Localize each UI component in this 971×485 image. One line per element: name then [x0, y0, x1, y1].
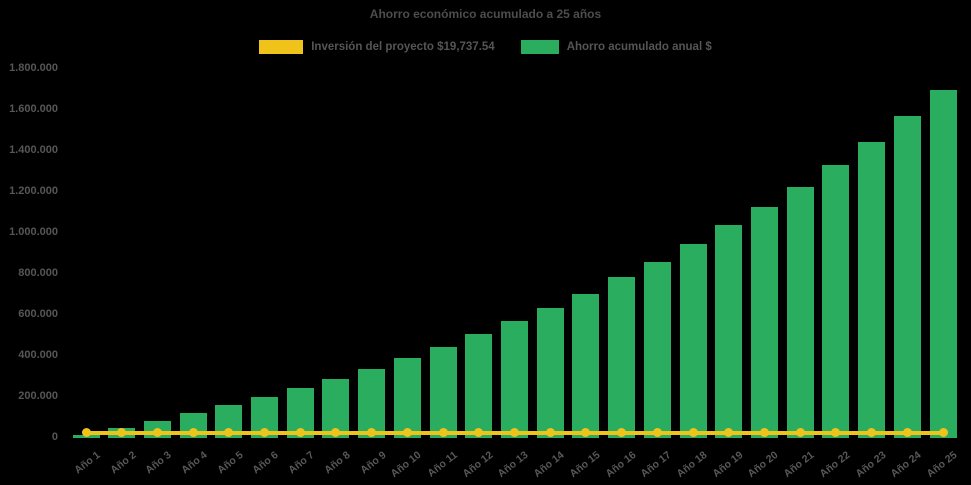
savings-bar — [501, 321, 528, 438]
investment-point-marker — [331, 428, 341, 438]
investment-point-marker — [295, 428, 305, 438]
x-axis-tick-label: Año 13 — [495, 449, 531, 481]
savings-bar — [608, 277, 636, 438]
savings-bar — [322, 378, 350, 438]
savings-bar — [429, 346, 457, 438]
savings-bar — [822, 164, 850, 438]
investment-point-marker — [510, 428, 519, 438]
x-axis-tick-label: Año 22 — [817, 449, 853, 481]
savings-bar — [715, 225, 743, 438]
x-axis-tick-label: Año 10 — [388, 449, 424, 481]
investment-point-marker — [867, 428, 877, 438]
investment-point-marker — [188, 428, 198, 438]
investment-point-marker — [152, 428, 162, 438]
investment-point-marker — [474, 428, 484, 438]
investment-point-marker — [617, 428, 627, 438]
investment-point-marker — [224, 428, 234, 438]
investment-point-marker — [795, 428, 805, 438]
investment-point-marker — [260, 428, 270, 438]
savings-bar — [893, 116, 921, 438]
x-axis-tick-label: Año 2 — [107, 449, 139, 477]
savings-bar — [679, 244, 707, 438]
y-axis-tick-label: 0 — [51, 431, 58, 443]
legend-item-savings[interactable]: Ahorro acumulado anual $ — [520, 40, 712, 54]
investment-point-marker — [545, 428, 555, 438]
investment-point-marker — [581, 428, 591, 438]
investment-point-marker — [402, 428, 412, 438]
y-axis-tick-label: 1.400.000 — [9, 144, 58, 156]
x-axis-tick-label: Año 7 — [286, 449, 317, 477]
investment-point-marker — [724, 428, 734, 438]
investment-point-marker — [117, 428, 127, 438]
savings-bar — [786, 186, 814, 438]
x-axis-tick-label: Año 6 — [250, 449, 281, 477]
x-axis-tick-label: Año 17 — [638, 449, 674, 481]
investment-point-marker — [438, 428, 448, 438]
investment-swatch-icon — [259, 40, 304, 54]
legend-item-investment[interactable]: Inversión del proyecto $19,737.54 — [259, 40, 495, 54]
savings-bar — [750, 206, 778, 438]
savings-bar — [465, 333, 493, 438]
savings-swatch-icon — [520, 40, 559, 54]
x-axis-tick-label: Año 3 — [143, 449, 174, 477]
savings-bar — [572, 293, 600, 438]
x-axis-tick-label: Año 24 — [888, 449, 924, 481]
x-axis-tick-label: Año 9 — [357, 449, 389, 477]
savings-bar — [643, 262, 671, 438]
investment-point-marker — [81, 428, 91, 438]
x-axis-tick-label: Año 19 — [710, 449, 746, 481]
x-axis-tick-label: Año 8 — [321, 449, 353, 477]
savings-bar — [393, 357, 421, 438]
investment-point-marker — [367, 428, 377, 438]
x-axis-tick-label: Año 25 — [924, 449, 960, 481]
investment-point-marker — [902, 428, 912, 438]
x-axis-tick-label: Año 16 — [603, 449, 639, 481]
investment-point-marker — [652, 428, 662, 438]
x-axis-tick-label: Año 11 — [424, 449, 460, 480]
x-axis-tick-label: Año 14 — [531, 449, 567, 481]
y-axis-tick-label: 1.000.000 — [9, 226, 58, 238]
x-axis-tick-label: Año 23 — [853, 449, 888, 481]
y-axis-tick-label: 1.800.000 — [9, 62, 58, 74]
y-axis-tick-label: 200.000 — [18, 390, 58, 402]
savings-bar — [929, 90, 957, 438]
y-axis-tick-label: 1.200.000 — [9, 185, 58, 197]
chart-title: Ahorro económico acumulado a 25 años — [369, 7, 602, 21]
legend-item-savings-label: Ahorro acumulado anual $ — [566, 41, 712, 53]
investment-point-marker — [831, 428, 841, 438]
x-axis-tick-label: Año 12 — [460, 449, 496, 481]
legend-item-investment-label: Inversión del proyecto $19,737.54 — [311, 41, 495, 53]
x-axis-tick-label: Año 21 — [781, 449, 817, 481]
y-axis-tick-label: 800.000 — [18, 267, 58, 279]
investment-point-marker — [688, 428, 698, 438]
chart-legend: Inversión del proyecto $19,737.54 Ahorro… — [0, 40, 971, 54]
y-axis-tick-label: 600.000 — [18, 308, 58, 320]
savings-bar — [536, 307, 564, 438]
x-axis-tick-label: Año 5 — [214, 449, 246, 477]
investment-point-marker — [759, 428, 769, 438]
investment-point-marker — [938, 428, 948, 438]
x-axis-tick-label: Año 4 — [179, 449, 210, 477]
y-axis-tick-label: 1.600.000 — [9, 103, 58, 115]
y-axis-tick-label: 400.000 — [18, 349, 58, 361]
x-axis-tick-label: Año 1 — [72, 449, 103, 477]
x-axis-tick-label: Año 18 — [674, 449, 710, 481]
savings-bar — [858, 141, 886, 438]
x-axis-tick-label: Año 20 — [745, 449, 781, 481]
savings-bar — [358, 368, 386, 438]
x-axis-tick-label: Año 15 — [567, 449, 603, 481]
